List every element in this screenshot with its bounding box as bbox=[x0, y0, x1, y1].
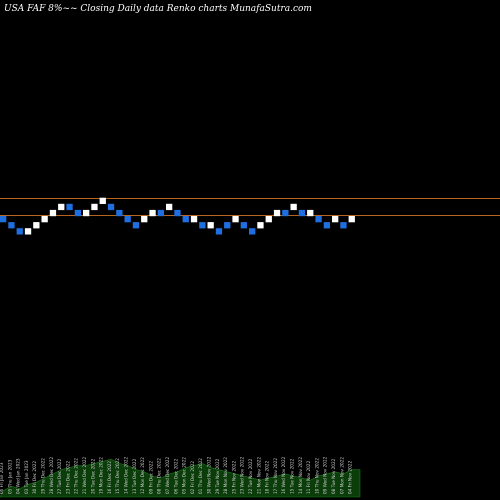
renko-brick bbox=[141, 216, 148, 223]
date-label: 06 Fri Jan 2023 bbox=[0, 462, 4, 494]
renko-brick bbox=[323, 222, 330, 229]
renko-brick bbox=[307, 209, 314, 217]
date-label: 07 Mon Nov 2022 bbox=[339, 457, 344, 494]
renko-brick bbox=[249, 228, 256, 235]
renko-brick bbox=[215, 228, 223, 235]
renko-brick bbox=[232, 216, 239, 223]
date-label: 23 Wed Nov 2022 bbox=[240, 456, 245, 494]
date-label: 13 Tue Dec 2022 bbox=[132, 458, 137, 494]
date-label: 09 Wed Nov 2022 bbox=[323, 456, 328, 494]
renko-brick bbox=[182, 216, 189, 223]
date-label: 03 Tue Jan 2023 bbox=[24, 460, 29, 494]
date-labels: 06 Fri Jan 2023 05 Thu Jan 2023 04 Wed Jan… bbox=[0, 456, 353, 494]
date-label: 28 Mon Nov 2022 bbox=[223, 457, 228, 494]
renko-brick bbox=[124, 216, 131, 223]
renko-brick bbox=[282, 209, 289, 217]
date-label: 28 Wed Dec 2022 bbox=[49, 456, 54, 494]
renko-brick bbox=[199, 222, 206, 229]
renko-brick bbox=[91, 203, 98, 211]
date-label: 04 Fri Nov 2022 bbox=[348, 461, 353, 494]
renko-brick bbox=[265, 216, 272, 223]
volume-area bbox=[0, 458, 361, 498]
date-label: 16 Fri Dec 2022 bbox=[107, 461, 112, 494]
date-label: 17 Thu Nov 2022 bbox=[273, 458, 278, 494]
renko-brick bbox=[207, 222, 214, 229]
renko-brick bbox=[16, 228, 23, 235]
date-label: 01 Thu Dec 2022 bbox=[198, 458, 203, 494]
renko-brick bbox=[174, 209, 181, 217]
date-label: 22 Thu Dec 2022 bbox=[74, 458, 79, 494]
renko-brick bbox=[41, 216, 48, 223]
date-label: 11 Fri Nov 2022 bbox=[306, 461, 311, 494]
renko-brick bbox=[99, 197, 106, 204]
date-label: 09 Fri Dec 2022 bbox=[148, 461, 153, 494]
renko-brick bbox=[290, 203, 297, 211]
renko-brick bbox=[240, 222, 247, 229]
date-label: 27 Tue Dec 2022 bbox=[57, 458, 62, 494]
date-label: 12 Mon Dec 2022 bbox=[140, 457, 145, 494]
renko-brick bbox=[116, 209, 123, 217]
date-label: 30 Wed Nov 2022 bbox=[207, 456, 212, 494]
renko-brick bbox=[348, 216, 355, 223]
date-label: 21 Mon Nov 2022 bbox=[256, 457, 261, 494]
renko-brick bbox=[66, 203, 73, 211]
date-label: 05 Thu Jan 2023 bbox=[7, 459, 12, 494]
date-label: 05 Mon Dec 2022 bbox=[182, 457, 187, 494]
date-label: 30 Fri Dec 2022 bbox=[32, 461, 37, 494]
date-label: 22 Tue Nov 2022 bbox=[248, 458, 253, 494]
date-label: 07 Wed Dec 2022 bbox=[165, 456, 170, 494]
date-label: 02 Fri Dec 2022 bbox=[190, 461, 195, 494]
renko-brick bbox=[0, 216, 7, 223]
renko-brick bbox=[49, 209, 57, 217]
renko-brick bbox=[332, 216, 339, 223]
date-label: 14 Wed Dec 2022 bbox=[124, 456, 129, 494]
renko-brick bbox=[157, 209, 164, 217]
date-label: 14 Mon Nov 2022 bbox=[298, 457, 303, 494]
renko-brick bbox=[8, 222, 15, 229]
renko-brick bbox=[58, 203, 65, 211]
renko-brick bbox=[190, 216, 198, 223]
renko-brick bbox=[273, 209, 281, 217]
renko-brick bbox=[166, 203, 173, 211]
renko-brick bbox=[24, 228, 32, 235]
date-label: 29 Thu Dec 2022 bbox=[41, 458, 46, 494]
date-label: 19 Mon Dec 2022 bbox=[99, 457, 104, 494]
renko-bricks bbox=[0, 197, 355, 235]
date-label: 16 Wed Nov 2022 bbox=[281, 456, 286, 494]
renko-brick bbox=[298, 209, 306, 217]
renko-brick bbox=[257, 222, 264, 229]
renko-brick bbox=[74, 209, 81, 217]
date-label: 15 Thu Dec 2022 bbox=[115, 458, 120, 494]
date-label: 08 Thu Dec 2022 bbox=[157, 458, 162, 494]
date-label: 06 Tue Dec 2022 bbox=[173, 458, 178, 494]
date-label: 29 Tue Nov 2022 bbox=[215, 458, 220, 494]
date-label: 15 Tue Nov 2022 bbox=[290, 458, 295, 494]
renko-brick bbox=[132, 222, 140, 229]
renko-brick bbox=[340, 222, 347, 229]
renko-brick bbox=[33, 222, 40, 229]
renko-brick bbox=[149, 209, 156, 217]
date-label: 21 Wed Dec 2022 bbox=[82, 456, 87, 494]
date-label: 08 Tue Nov 2022 bbox=[331, 458, 336, 494]
date-label: 18 Fri Nov 2022 bbox=[265, 461, 270, 494]
chart-title: USA FAF 8%~~ Closing Daily data Renko ch… bbox=[4, 4, 312, 14]
date-label: 04 Wed Jan 2023 bbox=[16, 458, 21, 494]
date-label: 23 Fri Dec 2022 bbox=[65, 461, 70, 494]
date-label: 20 Tue Dec 2022 bbox=[90, 458, 95, 494]
renko-brick bbox=[224, 222, 231, 229]
date-label: 25 Fri Nov 2022 bbox=[231, 461, 236, 494]
renko-brick bbox=[107, 203, 115, 211]
volume-area-path bbox=[0, 458, 361, 498]
renko-brick bbox=[83, 209, 90, 217]
date-label: 10 Thu Nov 2022 bbox=[314, 458, 319, 494]
renko-brick bbox=[315, 216, 322, 223]
